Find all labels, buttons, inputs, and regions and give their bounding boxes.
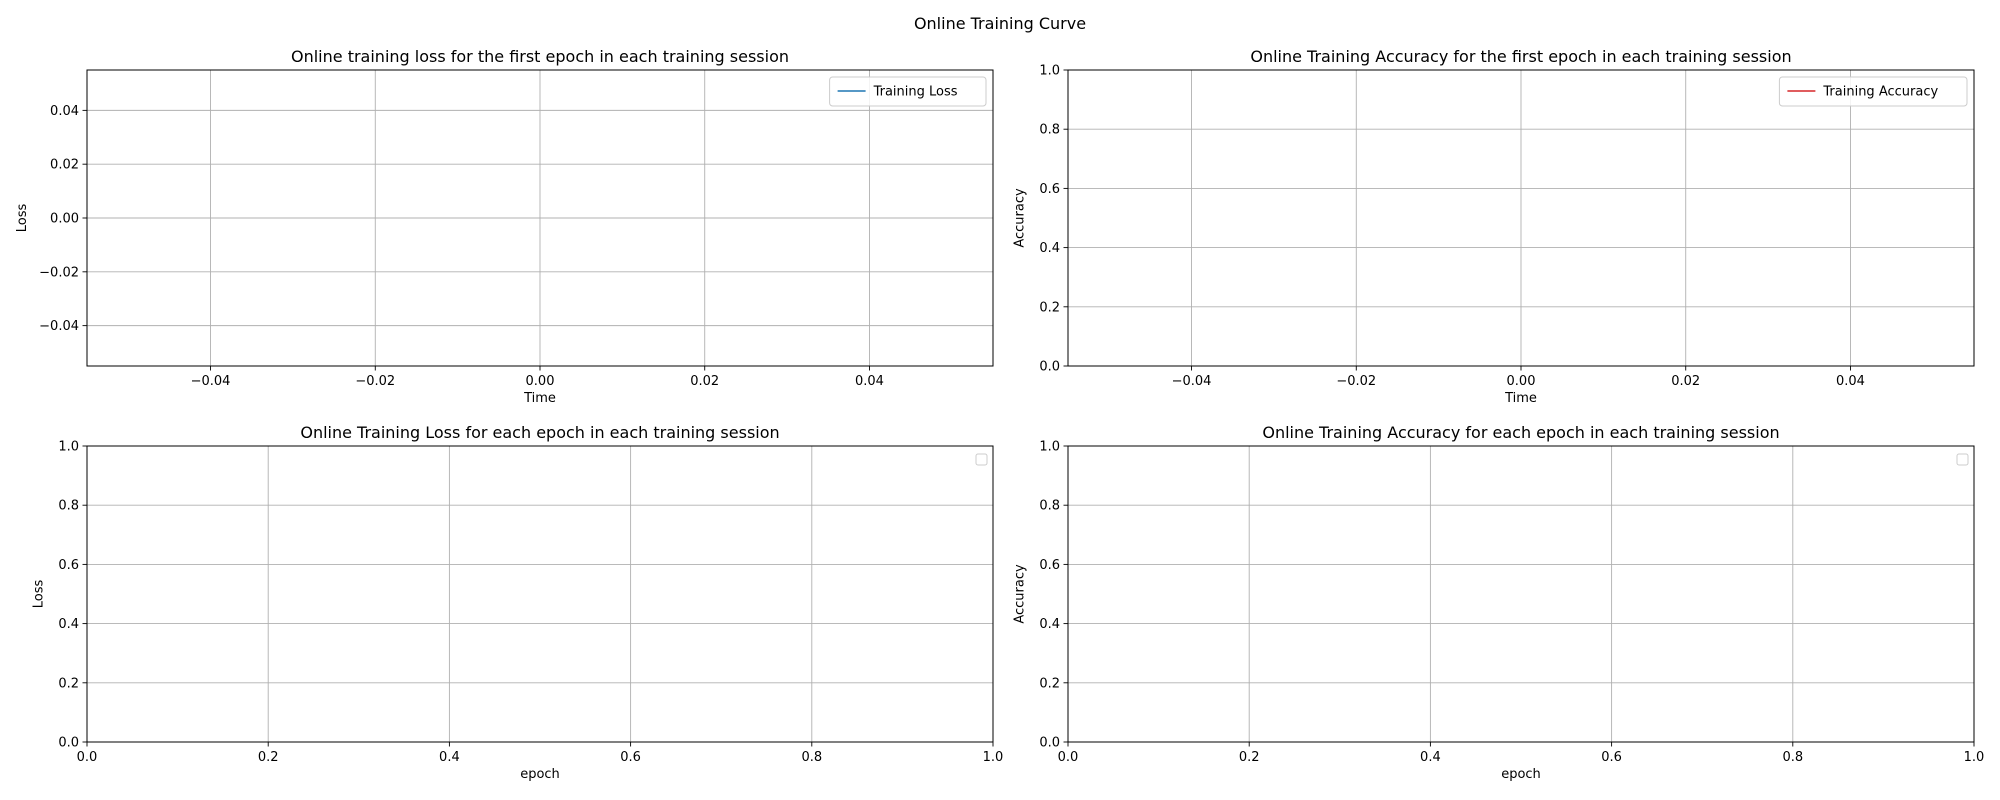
figure-suptitle: Online Training Curve xyxy=(914,14,1086,33)
x-tick-label: 0.02 xyxy=(690,374,719,389)
y-tick-label: 0.0 xyxy=(1039,736,1060,751)
x-tick-label: 0.00 xyxy=(1507,374,1536,389)
y-axis-label: Loss xyxy=(31,580,46,609)
x-tick-label: 0.00 xyxy=(526,374,555,389)
y-tick-label: 1.0 xyxy=(1039,64,1060,79)
x-tick-label: −0.02 xyxy=(1336,374,1376,389)
y-tick-label: 0.8 xyxy=(58,499,79,514)
x-tick-label: 1.0 xyxy=(983,750,1004,765)
axes-frame xyxy=(86,445,994,743)
y-tick-label: 0.6 xyxy=(1039,182,1060,197)
y-tick-label: 0.8 xyxy=(1039,499,1060,514)
y-tick-label: 0.0 xyxy=(1039,360,1060,375)
x-tick-label: 0.0 xyxy=(77,750,98,765)
x-tick-label: 1.0 xyxy=(1964,750,1985,765)
legend-box xyxy=(829,76,987,107)
x-tick-label: 0.04 xyxy=(855,374,884,389)
legend-box xyxy=(1778,76,1968,107)
y-tick-label: 0.2 xyxy=(1039,300,1060,315)
y-tick-label: 1.0 xyxy=(58,440,79,455)
x-axis-label: epoch xyxy=(520,767,560,782)
subplot-title: Online Training Accuracy for each epoch … xyxy=(1262,423,1779,442)
y-tick-label: 0.8 xyxy=(1039,123,1060,138)
x-tick-label: −0.04 xyxy=(1172,374,1212,389)
subplot-title: Online training loss for the first epoch… xyxy=(291,47,789,66)
y-axis-label: Accuracy xyxy=(1012,188,1027,248)
y-axis-label: Accuracy xyxy=(1012,564,1027,624)
x-tick-label: 0.2 xyxy=(258,750,279,765)
x-tick-label: 0.02 xyxy=(1671,374,1700,389)
x-tick-label: −0.02 xyxy=(355,374,395,389)
subplot-1: −0.04 −0.02 0.00 0.02 0.04 0.04 0.02 0.00 −0.02 −… xyxy=(15,47,994,406)
x-tick-label: 0.0 xyxy=(1058,750,1079,765)
x-axis-label: Time xyxy=(1504,391,1537,406)
subplot-title: Online Training Accuracy for the first e… xyxy=(1250,47,1791,66)
y-tick-label: 1.0 xyxy=(1039,440,1060,455)
x-tick-label: 0.8 xyxy=(1782,750,1803,765)
x-axis-label: epoch xyxy=(1501,767,1541,782)
y-tick-label: 0.4 xyxy=(58,617,79,632)
subplot-2: −0.04 −0.02 0.00 0.02 0.04 0.0 0.2 0.4 0.6 0.8 1.0… xyxy=(1012,47,1975,406)
y-tick-label: 0.4 xyxy=(1039,241,1060,256)
x-tick-label: 0.8 xyxy=(801,750,822,765)
x-tick-label: 0.04 xyxy=(1836,374,1865,389)
x-tick-label: 0.4 xyxy=(439,750,460,765)
legend-label: Training Accuracy xyxy=(1822,85,1938,100)
x-tick-label: 0.4 xyxy=(1420,750,1441,765)
y-tick-label: 0.2 xyxy=(1039,676,1060,691)
y-tick-label: −0.02 xyxy=(39,265,79,280)
y-tick-label: 0.02 xyxy=(50,158,79,173)
y-tick-label: −0.04 xyxy=(39,319,79,334)
x-tick-label: −0.04 xyxy=(191,374,231,389)
x-tick-label: 0.6 xyxy=(1601,750,1622,765)
y-tick-label: 0.6 xyxy=(58,558,79,573)
y-tick-label: 0.0 xyxy=(58,736,79,751)
subplot-3: 0.0 0.2 0.4 0.6 0.8 1.0 0.0 0.2 0.4 0.6 0.8 1.0 Onli… xyxy=(31,423,1003,782)
y-tick-label: 0.00 xyxy=(50,212,79,227)
y-tick-label: 0.4 xyxy=(1039,617,1060,632)
legend-label: Training Loss xyxy=(873,85,958,100)
x-tick-label: 0.6 xyxy=(620,750,641,765)
legend-box-empty xyxy=(975,453,988,466)
x-tick-label: 0.2 xyxy=(1239,750,1260,765)
subplot-title: Online Training Loss for each epoch in e… xyxy=(300,423,779,442)
subplot-4: 0.0 0.2 0.4 0.6 0.8 1.0 0.0 0.2 0.4 0.6 0.8 1.0 Onli… xyxy=(1012,423,1984,782)
y-tick-label: 0.04 xyxy=(50,104,79,119)
y-axis-label: Loss xyxy=(15,204,30,233)
y-tick-label: 0.6 xyxy=(1039,558,1060,573)
legend-box-empty xyxy=(1956,453,1969,466)
y-tick-label: 0.2 xyxy=(58,676,79,691)
x-axis-label: Time xyxy=(523,391,556,406)
axes-frame xyxy=(1067,445,1975,743)
